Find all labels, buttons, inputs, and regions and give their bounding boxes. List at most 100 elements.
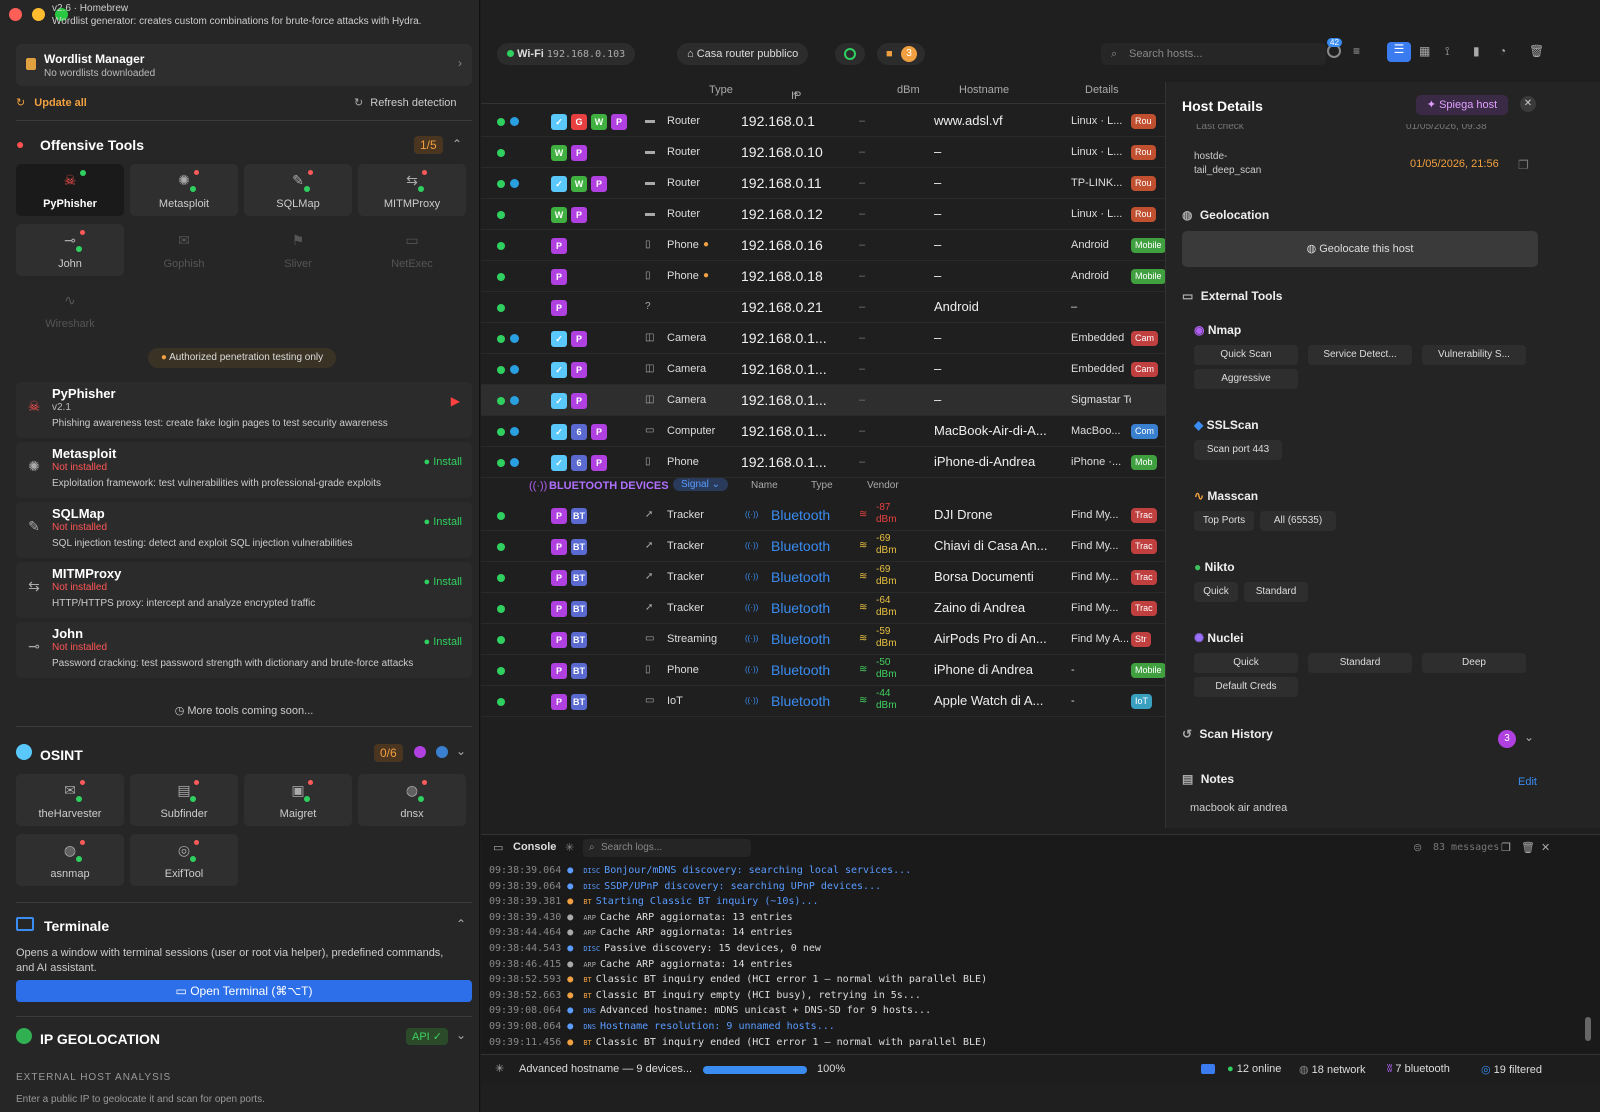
tool-row-metasploit[interactable]: ✺ Metasploit Not installed Exploitation fra… (16, 442, 472, 498)
console-scrollbar[interactable] (1585, 1017, 1591, 1041)
nuclei-standard-button[interactable]: Standard (1308, 653, 1412, 673)
host-ip[interactable]: 192.168.0.12 (741, 206, 823, 222)
host-row[interactable]: ✓ P ◫ Camera 192.168.0.1... – – Embedded Cam (481, 354, 1181, 385)
bluetooth-row[interactable]: P BT ▯ Phone ((·)) Bluetooth ≋ -50 dBm iPhone di … (481, 655, 1181, 686)
ip-geolocation-header[interactable]: IP GEOLOCATION API ✓ ⌄ (16, 1028, 472, 1052)
host-ip[interactable]: 192.168.0.1... (741, 454, 827, 470)
host-row[interactable]: P ▯ Phone ● 192.168.0.16 – – Android Mobile (481, 230, 1181, 261)
nikto-quick-button[interactable]: Quick (1194, 582, 1238, 602)
scan-history-section[interactable]: ↺ Scan History (1182, 727, 1273, 741)
host-row[interactable]: W P ▬ Router 192.168.0.12 – – Linux · L... Rou (481, 199, 1181, 230)
chevron-up-icon[interactable]: ⌃ (456, 917, 467, 931)
tool-tile-netexec[interactable]: ▭ NetExec (358, 224, 466, 276)
bluetooth-row[interactable]: P BT ➚ Tracker ((·)) Bluetooth ≋ -69 dBm Chiavi d… (481, 531, 1181, 562)
search-hosts-input[interactable]: ⌕ Search hosts... (1101, 43, 1326, 65)
speedometer-icon[interactable]: ◔ (1499, 44, 1507, 58)
bluetooth-row[interactable]: P BT ▭ Streaming ((·)) Bluetooth ≋ -59 dBm AirPod… (481, 624, 1181, 655)
tool-row-john[interactable]: ⊸ John Not installed Password cracking: tes… (16, 622, 472, 678)
explain-host-button[interactable]: ✦ Spiega host (1416, 95, 1508, 115)
vpn-status[interactable] (835, 43, 865, 65)
ssl-scan-port-button[interactable]: Scan port 443 (1194, 440, 1282, 460)
trash-icon[interactable]: 🗑 (1529, 44, 1545, 58)
tool-row-pyphisher[interactable]: ☠ PyPhisher v2.1 Phishing awareness test: c… (16, 382, 472, 438)
wordlist-manager-card[interactable]: Wordlist Manager No wordlists downloaded… (16, 44, 472, 86)
tool-tile-john[interactable]: ⊸ John (16, 224, 124, 276)
nuclei-deep-button[interactable]: Deep (1422, 653, 1526, 673)
tool-tile-gophish[interactable]: ✉ Gophish (130, 224, 238, 276)
offensive-tools-header[interactable]: ● Offensive Tools 1/5 ⌃ (16, 134, 472, 158)
host-row[interactable]: ✓ G W P ▬ Router 192.168.0.1 – www.adsl.vf Linux … (481, 106, 1181, 137)
close-icon[interactable]: ✕ (1520, 96, 1536, 112)
tool-row-mitmproxy[interactable]: ⇆ MITMProxy Not installed HTTP/HTTPS proxy:… (16, 562, 472, 618)
host-row[interactable]: P ▯ Phone ● 192.168.0.18 – – Android Mobile (481, 261, 1181, 292)
filter-icon[interactable]: ⊜ (1413, 842, 1423, 854)
host-ip[interactable]: 192.168.0.18 (741, 268, 823, 284)
close-icon[interactable]: ✕ (1541, 842, 1551, 854)
osint-tile-asnmap[interactable]: ◍ asnmap (16, 834, 124, 886)
col-hostname[interactable]: Hostname (959, 84, 1010, 96)
host-row[interactable]: ✓ P ◫ Camera 192.168.0.1... – – Embedded Cam (481, 323, 1181, 354)
masscan-top-ports-button[interactable]: Top Ports (1194, 511, 1254, 531)
host-ip[interactable]: 192.168.0.16 (741, 237, 823, 253)
tool-tile-wireshark[interactable]: ∿ Wireshark (16, 284, 124, 336)
chevron-down-icon[interactable]: ⌄ (1524, 730, 1535, 744)
zoom-window-button[interactable] (55, 8, 68, 21)
edit-notes-button[interactable]: Edit (1518, 776, 1537, 788)
nikto-standard-button[interactable]: Standard (1244, 582, 1308, 602)
nuclei-default-creds-button[interactable]: Default Creds (1194, 677, 1298, 697)
search-logs-input[interactable]: ⌕ Search logs... (583, 839, 751, 857)
host-ip[interactable]: 192.168.0.11 (741, 175, 822, 191)
osint-tile-theharvester[interactable]: ✉ theHarvester (16, 774, 124, 826)
chart-view-icon[interactable]: ▮ (1473, 44, 1480, 58)
filter-sliders-icon[interactable]: ≡ (1353, 44, 1361, 58)
sort-type-button[interactable]: Type (811, 480, 833, 491)
osint-tile-dnsx[interactable]: ◍ dnsx (358, 774, 466, 826)
chevron-down-icon[interactable]: ⌄ (456, 1028, 467, 1042)
col-dbm[interactable]: dBm (897, 84, 920, 96)
sort-vendor-button[interactable]: Vendor (867, 480, 899, 491)
chevron-down-icon[interactable]: ⌄ (456, 744, 467, 758)
refresh-detection-button[interactable]: ↻ Refresh detection (354, 96, 457, 109)
osint-tile-subfinder[interactable]: ▤ Subfinder (130, 774, 238, 826)
sort-signal-button[interactable]: Signal ⌄ (673, 478, 728, 491)
osint-header[interactable]: OSINT 0/6 ⌄ (16, 744, 472, 768)
sort-name-button[interactable]: Name (751, 480, 778, 491)
nuclei-quick-button[interactable]: Quick (1194, 653, 1298, 673)
update-all-button[interactable]: ↻ Update all (16, 96, 87, 109)
bluetooth-row[interactable]: P BT ➚ Tracker ((·)) Bluetooth ≋ -64 dBm Zaino di… (481, 593, 1181, 624)
host-ip[interactable]: 192.168.0.1... (741, 330, 827, 346)
host-row[interactable]: ✓ W P ▬ Router 192.168.0.11 – – TP-LINK... Rou (481, 168, 1181, 199)
nmap-quick-scan-button[interactable]: Quick Scan (1194, 345, 1298, 365)
bluetooth-row[interactable]: P BT ➚ Tracker ((·)) Bluetooth ≋ -87 dBm DJI Dron… (481, 500, 1181, 531)
host-ip[interactable]: 192.168.0.1 (741, 113, 815, 129)
tool-tile-sliver[interactable]: ⚑ Sliver (244, 224, 352, 276)
play-icon[interactable]: ▶ (450, 394, 460, 408)
open-terminal-button[interactable]: ▭ Open Terminal (⌘⌥T) (16, 980, 472, 1002)
install-button[interactable]: ● Install (424, 576, 462, 588)
host-row[interactable]: ✓ 6 P ▭ Computer 192.168.0.1... – MacBook-Air-d… (481, 416, 1181, 447)
camera-alerts[interactable]: ■ 3 (877, 43, 925, 65)
host-ip[interactable]: 192.168.0.10 (741, 144, 823, 160)
host-ip[interactable]: 192.168.0.1... (741, 361, 827, 377)
tool-tile-sqlmap[interactable]: ✎ SQLMap (244, 164, 352, 216)
tool-row-sqlmap[interactable]: ✎ SQLMap Not installed SQL injection testin… (16, 502, 472, 558)
col-details[interactable]: Details (1085, 84, 1119, 96)
topology-view-icon[interactable]: ⟟ (1445, 44, 1450, 58)
host-row[interactable]: ✓ 6 P ▯ Phone 192.168.0.1... – iPhone-di-Andrea… (481, 447, 1181, 478)
grid-view-icon[interactable]: ▦ (1419, 44, 1431, 58)
list-view-icon[interactable]: ☰ (1387, 42, 1411, 62)
install-button[interactable]: ● Install (424, 456, 462, 468)
chevron-up-icon[interactable]: ⌃ (452, 137, 463, 151)
host-row[interactable]: W P ▬ Router 192.168.0.10 – – Linux · L... Rou (481, 137, 1181, 168)
host-row[interactable]: ✓P ◫ Camera 192.168.0.1... – – Sigmastar Techn (481, 385, 1181, 416)
copy-icon[interactable]: ❐ (1501, 842, 1511, 854)
install-button[interactable]: ● Install (424, 636, 462, 648)
tool-tile-mitmproxy[interactable]: ⇆ MITMProxy (358, 164, 466, 216)
minimize-window-button[interactable] (32, 8, 45, 21)
tool-tile-pyphisher[interactable]: ☠ PyPhisher (16, 164, 124, 216)
nmap-service-detect-button[interactable]: Service Detect... (1308, 345, 1412, 365)
network-selector[interactable]: ⌂ Casa router pubblico (677, 43, 809, 65)
bluetooth-row[interactable]: P BT ➚ Tracker ((·)) Bluetooth ≋ -69 dBm Borsa Do… (481, 562, 1181, 593)
copy-icon[interactable]: ❐ (1518, 158, 1529, 172)
bluetooth-row[interactable]: P BT ▭ IoT ((·)) Bluetooth ≋ -44 dBm Apple Watch … (481, 686, 1181, 717)
